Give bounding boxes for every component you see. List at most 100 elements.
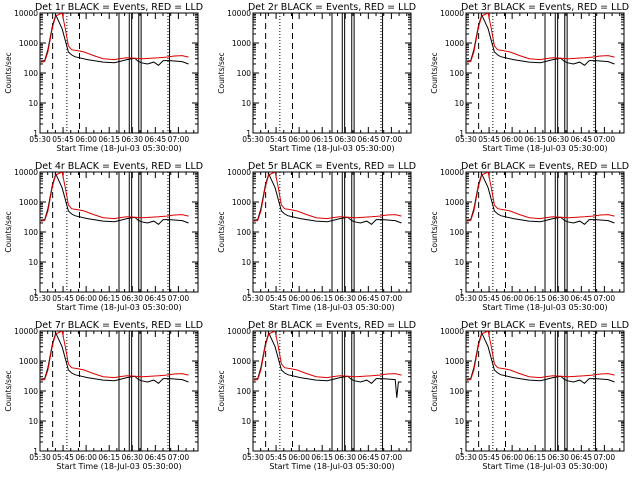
detector-panel: Det 1r BLACK = Events, RED = LLD 1 10 100 10… <box>4 2 203 153</box>
x-tick-label: 07:00 <box>168 135 190 144</box>
x-tick-label: 06:30 <box>334 135 356 144</box>
plot-data <box>253 331 402 451</box>
y-tick-label: 1000 <box>19 39 38 48</box>
x-tick-label: 05:45 <box>52 135 74 144</box>
y-axis-label: Counts/sec <box>217 211 226 252</box>
plot-data <box>40 172 189 292</box>
x-tick-label: 06:45 <box>358 135 380 144</box>
x-tick-label: 06:30 <box>334 294 356 303</box>
x-tick-label: 05:30 <box>242 294 264 303</box>
y-axis-label: Counts/sec <box>4 370 13 411</box>
x-tick-label: 05:30 <box>29 135 51 144</box>
x-tick-label: 06:45 <box>571 294 593 303</box>
detector-panel: Det 7r BLACK = Events, RED = LLD 1 10 100 10… <box>4 320 203 471</box>
x-axis-label: Start Time (18-Jul-03 05:30:00) <box>269 462 394 471</box>
x-axis-label: Start Time (18-Jul-03 05:30:00) <box>56 303 181 312</box>
x-tick-label: 06:30 <box>121 294 143 303</box>
y-axis-label: Counts/sec <box>430 370 439 411</box>
y-tick-label: 1 <box>33 288 38 297</box>
x-tick-label: 06:00 <box>288 453 310 462</box>
y-tick-label: 10 <box>28 417 38 426</box>
x-tick-label: 05:45 <box>265 453 287 462</box>
events-series-line <box>253 331 402 398</box>
plot-data <box>40 13 189 133</box>
y-tick-label: 100 <box>450 387 465 396</box>
x-tick-label: 06:15 <box>98 135 120 144</box>
x-tick-label: 05:30 <box>455 294 477 303</box>
x-tick-label: 07:00 <box>594 453 616 462</box>
y-tick-label: 10000 <box>440 9 464 18</box>
x-tick-label: 05:45 <box>478 135 500 144</box>
plot-data <box>40 331 189 451</box>
x-tick-label: 05:30 <box>242 135 264 144</box>
plot-data <box>466 331 615 451</box>
events-series-line <box>466 172 615 225</box>
y-tick-label: 1000 <box>232 357 251 366</box>
lld-series-line <box>253 331 402 381</box>
x-tick-label: 06:30 <box>547 135 569 144</box>
events-series-line <box>40 331 189 384</box>
events-series-line <box>253 172 402 225</box>
lld-series-line <box>466 172 615 222</box>
y-axis-label: Counts/sec <box>217 52 226 93</box>
panel-title: Det 6r BLACK = Events, RED = LLD <box>461 161 629 172</box>
detector-panel: Det 8r BLACK = Events, RED = LLD 1 10 100 10… <box>217 320 416 471</box>
y-tick-label: 1000 <box>232 39 251 48</box>
x-tick-label: 06:45 <box>358 453 380 462</box>
x-tick-label: 06:00 <box>75 453 97 462</box>
x-tick-label: 06:30 <box>547 453 569 462</box>
plot-data <box>265 13 384 133</box>
x-tick-label: 05:30 <box>242 453 264 462</box>
y-tick-label: 100 <box>24 387 39 396</box>
plot-data <box>466 172 615 292</box>
plot-data <box>466 13 615 133</box>
y-tick-label: 1 <box>246 447 251 456</box>
x-tick-label: 05:45 <box>52 294 74 303</box>
lld-series-line <box>40 13 189 63</box>
x-axis-label: Start Time (18-Jul-03 05:30:00) <box>56 144 181 153</box>
panel-title: Det 1r BLACK = Events, RED = LLD <box>35 2 203 13</box>
x-tick-label: 06:15 <box>98 453 120 462</box>
x-axis-label: Start Time (18-Jul-03 05:30:00) <box>269 303 394 312</box>
y-tick-label: 10 <box>241 258 251 267</box>
panel-title: Det 4r BLACK = Events, RED = LLD <box>35 161 203 172</box>
lld-series-line <box>253 172 402 222</box>
y-tick-label: 100 <box>450 228 465 237</box>
y-axis-label: Counts/sec <box>217 370 226 411</box>
x-axis-label: Start Time (18-Jul-03 05:30:00) <box>482 303 607 312</box>
y-tick-label: 100 <box>450 69 465 78</box>
y-tick-label: 10 <box>241 99 251 108</box>
detector-panel: Det 3r BLACK = Events, RED = LLD 1 10 100 10… <box>430 2 629 153</box>
x-tick-label: 06:00 <box>501 135 523 144</box>
x-tick-label: 07:00 <box>168 453 190 462</box>
detector-panel: Det 9r BLACK = Events, RED = LLD 1 10 100 10… <box>430 320 629 471</box>
x-tick-label: 06:30 <box>334 453 356 462</box>
y-tick-label: 1 <box>246 288 251 297</box>
y-tick-label: 1 <box>246 129 251 138</box>
y-tick-label: 100 <box>237 228 252 237</box>
panel-title: Det 5r BLACK = Events, RED = LLD <box>248 161 416 172</box>
y-tick-label: 10000 <box>227 9 251 18</box>
y-tick-label: 100 <box>24 69 39 78</box>
x-tick-label: 07:00 <box>594 294 616 303</box>
x-tick-label: 06:45 <box>145 294 167 303</box>
x-axis-label: Start Time (18-Jul-03 05:30:00) <box>56 462 181 471</box>
y-tick-label: 1000 <box>445 39 464 48</box>
events-series-line <box>40 13 189 66</box>
y-axis-label: Counts/sec <box>4 211 13 252</box>
x-tick-label: 06:30 <box>121 453 143 462</box>
x-tick-label: 06:45 <box>358 294 380 303</box>
y-tick-label: 10000 <box>227 168 251 177</box>
y-tick-label: 100 <box>24 228 39 237</box>
y-tick-label: 10000 <box>440 327 464 336</box>
x-axis-label: Start Time (18-Jul-03 05:30:00) <box>482 462 607 471</box>
x-tick-label: 05:30 <box>455 453 477 462</box>
x-tick-label: 06:00 <box>288 294 310 303</box>
panel-title: Det 2r BLACK = Events, RED = LLD <box>248 2 416 13</box>
lld-series-line <box>40 331 189 381</box>
y-tick-label: 10000 <box>440 168 464 177</box>
x-tick-label: 05:30 <box>455 135 477 144</box>
x-tick-label: 06:45 <box>571 135 593 144</box>
y-tick-label: 1 <box>33 447 38 456</box>
detector-panel: Det 2r BLACK = Events, RED = LLD 1 10 100 10… <box>217 2 416 153</box>
